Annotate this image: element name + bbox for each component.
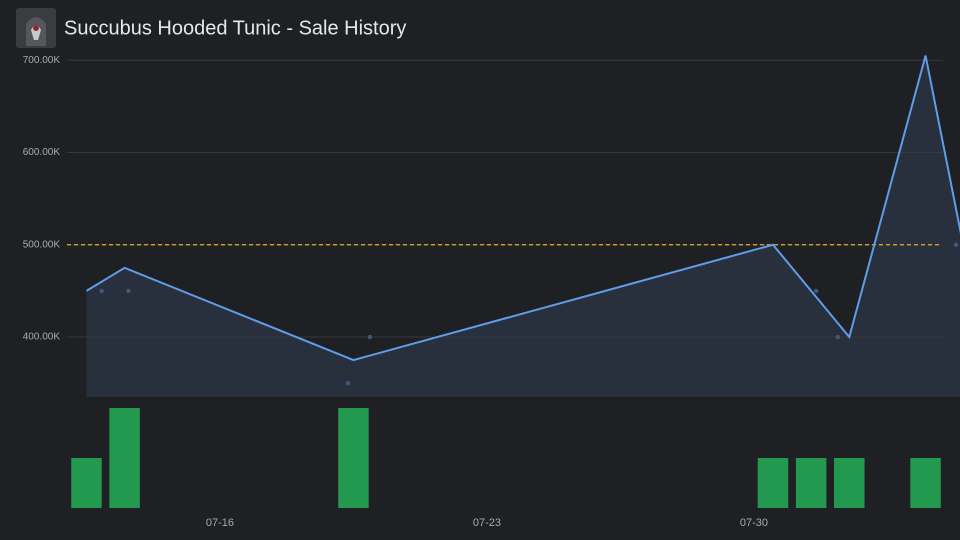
x-tick-label: 07-16 <box>206 517 234 529</box>
x-tick-label: 07-23 <box>473 517 501 529</box>
sale-point <box>835 334 841 340</box>
volume-bar <box>795 458 827 508</box>
y-tick-label: 400.00K <box>23 332 61 343</box>
volume-bar <box>109 408 140 508</box>
volume-bar <box>338 408 369 508</box>
volume-bar <box>757 458 789 508</box>
sale-point <box>367 334 373 340</box>
price-line <box>85 55 960 362</box>
price-area <box>86 55 960 397</box>
x-tick-label: 07-30 <box>740 517 768 529</box>
sale-point <box>345 380 351 386</box>
y-tick-label: 700.00K <box>23 55 61 66</box>
y-tick-label: 500.00K <box>23 239 61 250</box>
plot-area <box>67 55 960 508</box>
chart-title: Succubus Hooded Tunic - Sale History <box>64 17 406 39</box>
sale-point <box>953 242 959 247</box>
volume-bar <box>910 458 941 508</box>
sale-point <box>99 288 104 294</box>
volume-bar <box>71 458 102 508</box>
volume-bar <box>834 458 865 508</box>
y-tick-label: 600.00K <box>23 147 61 158</box>
item-icon <box>16 8 56 48</box>
sale-point <box>813 288 819 294</box>
sale-point <box>126 288 131 294</box>
